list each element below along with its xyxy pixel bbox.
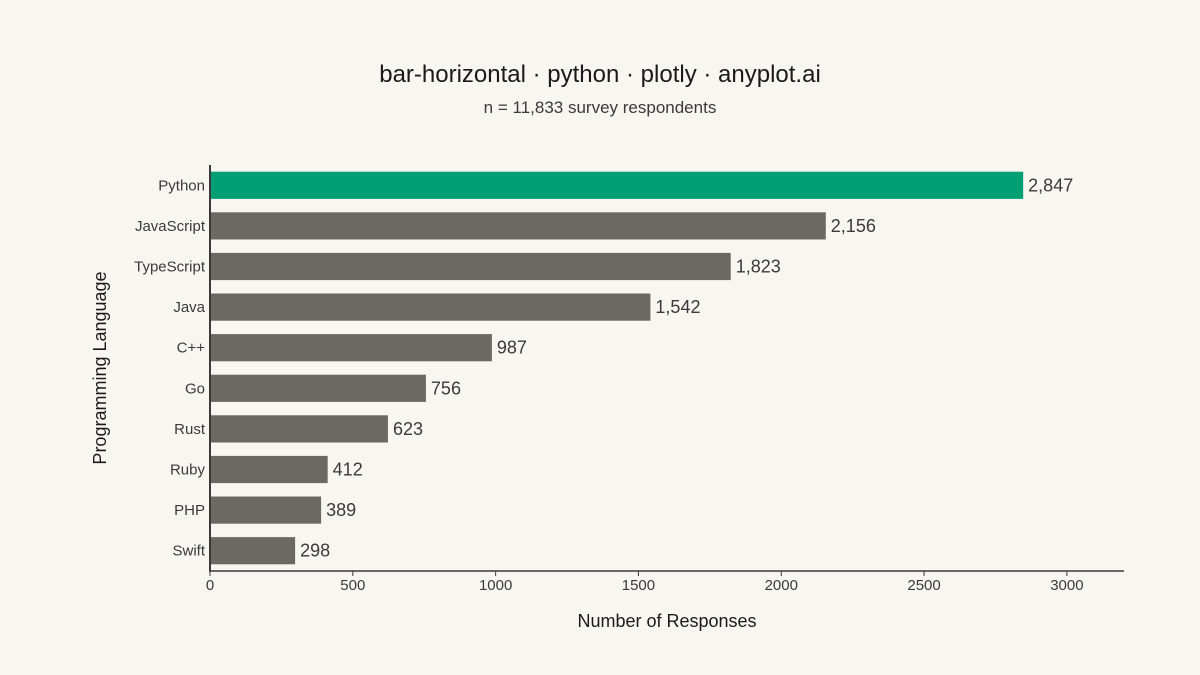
- bar-php: [211, 496, 322, 524]
- category-label: Swift: [172, 543, 205, 560]
- data-label: 756: [431, 378, 461, 398]
- x-tick-label: 2500: [907, 577, 940, 594]
- category-label: Go: [185, 380, 205, 397]
- x-tick-label: 500: [340, 577, 365, 594]
- x-tick-label: 3000: [1050, 577, 1083, 594]
- y-axis-title: Programming Language: [90, 271, 110, 464]
- plot-area: Python 2,847 JavaScript 2,156 TypeScript 1,82…: [134, 165, 1124, 594]
- data-label: 1,542: [655, 297, 700, 317]
- bar-javascript: [211, 212, 826, 240]
- bar-rust: [211, 415, 388, 443]
- bar-typescript: [211, 252, 731, 281]
- category-label: Java: [173, 299, 205, 316]
- bar-python: [211, 171, 1024, 199]
- data-label: 987: [497, 338, 527, 358]
- data-label: 389: [326, 500, 356, 520]
- data-label: 1,823: [736, 257, 781, 277]
- bar-go: [211, 374, 426, 402]
- x-tick-label: 2000: [765, 577, 798, 594]
- chart-title: bar-horizontal · python · plotly · anypl…: [379, 61, 821, 88]
- category-label: Rust: [174, 421, 206, 438]
- bar-c-: [211, 334, 492, 362]
- bar-swift: [211, 537, 296, 565]
- data-label: 2,847: [1028, 175, 1073, 195]
- category-label: JavaScript: [135, 218, 206, 235]
- x-tick-label: 1500: [622, 577, 655, 594]
- bar-java: [211, 293, 651, 321]
- category-label: Python: [158, 177, 205, 194]
- x-axis-title: Number of Responses: [577, 611, 756, 631]
- bar-ruby: [211, 455, 328, 484]
- category-label: PHP: [174, 502, 205, 519]
- chart-subtitle: n = 11,833 survey respondents: [484, 98, 717, 117]
- x-tick-label: 0: [206, 577, 214, 594]
- category-label: Ruby: [170, 462, 206, 479]
- data-label: 623: [393, 419, 423, 439]
- category-label: C++: [177, 340, 206, 357]
- category-label: TypeScript: [134, 259, 206, 276]
- data-label: 2,156: [831, 216, 876, 236]
- data-label: 412: [333, 460, 363, 480]
- x-tick-label: 1000: [479, 577, 512, 594]
- data-label: 298: [300, 541, 330, 561]
